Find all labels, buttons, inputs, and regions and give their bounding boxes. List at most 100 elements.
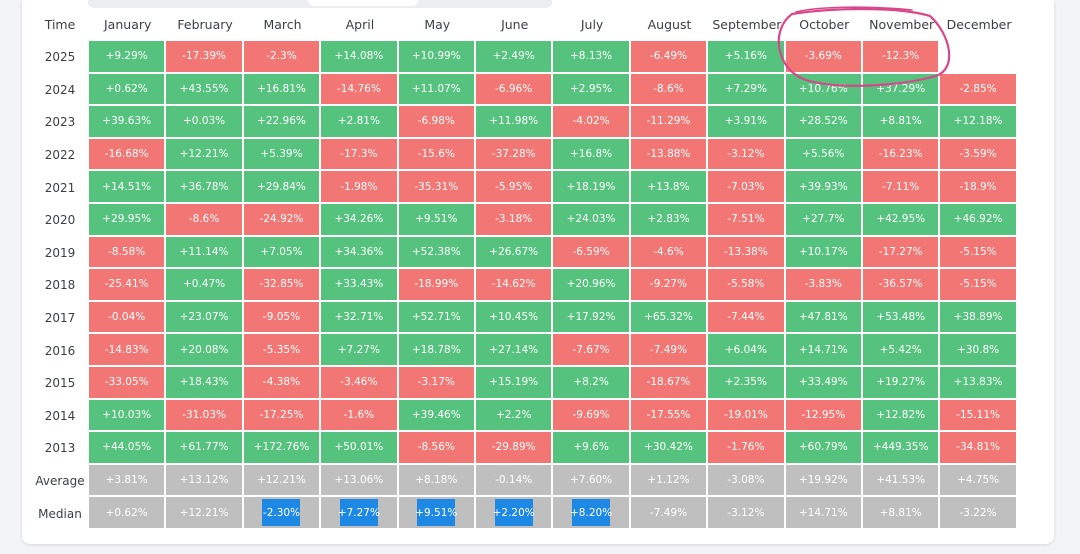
return-cell[interactable]: +5.56% <box>785 138 863 172</box>
summary-cell[interactable]: -3.12% <box>708 497 786 530</box>
month-header[interactable]: April <box>345 16 375 32</box>
return-cell[interactable]: -12.95% <box>785 399 863 433</box>
return-cell[interactable]: -3.18% <box>476 204 554 237</box>
return-cell[interactable]: -2.3% <box>243 41 322 74</box>
return-cell[interactable]: +65.32% <box>630 301 709 335</box>
return-cell[interactable]: +28.52% <box>785 106 863 139</box>
summary-cell[interactable]: +13.06% <box>321 464 399 498</box>
summary-cell[interactable]: -0.14% <box>476 464 554 498</box>
return-cell[interactable]: -4.6% <box>630 236 709 270</box>
return-cell[interactable]: +36.78% <box>166 171 244 204</box>
return-cell[interactable]: +50.01% <box>321 432 399 465</box>
return-cell[interactable]: -7.11% <box>863 171 941 204</box>
return-cell[interactable]: +2.83% <box>630 204 709 237</box>
return-cell[interactable]: -12.3% <box>863 41 941 74</box>
return-cell[interactable]: -3.59% <box>940 138 1018 172</box>
return-cell[interactable]: -3.17% <box>398 367 476 400</box>
summary-cell[interactable]: -3.08% <box>708 464 786 498</box>
return-cell[interactable]: -25.41% <box>89 269 167 302</box>
return-cell[interactable]: -34.81% <box>940 432 1018 465</box>
return-cell[interactable]: -8.56% <box>398 432 476 465</box>
summary-cell[interactable]: +0.62% <box>89 497 167 530</box>
return-cell[interactable]: -9.05% <box>243 301 322 335</box>
return-cell[interactable]: +34.36% <box>321 236 399 270</box>
return-cell[interactable]: -0.04% <box>89 301 167 335</box>
return-cell[interactable]: +61.77% <box>166 432 244 465</box>
return-cell[interactable]: -7.67% <box>553 334 631 367</box>
month-header[interactable]: February <box>177 16 233 32</box>
return-cell[interactable]: +7.29% <box>708 73 786 107</box>
month-header[interactable]: March <box>263 16 302 32</box>
return-cell[interactable]: +11.98% <box>476 106 554 139</box>
return-cell[interactable]: +30.42% <box>630 432 709 465</box>
highlighted-median-value[interactable]: +8.20% <box>570 499 612 526</box>
month-header[interactable]: September <box>712 16 782 32</box>
return-cell[interactable]: +14.08% <box>321 41 399 74</box>
return-cell[interactable]: -8.6% <box>166 204 244 237</box>
return-cell[interactable]: +3.91% <box>708 106 786 139</box>
return-cell[interactable]: +18.78% <box>398 334 476 367</box>
return-cell[interactable]: -18.67% <box>630 367 709 400</box>
summary-cell[interactable]: +14.71% <box>785 497 863 530</box>
return-cell[interactable]: +38.89% <box>940 301 1018 335</box>
month-header[interactable]: December <box>946 16 1012 32</box>
return-cell[interactable]: +5.16% <box>708 41 786 74</box>
return-cell[interactable]: -16.68% <box>89 138 167 172</box>
highlighted-median-value[interactable]: +7.27% <box>338 499 380 526</box>
return-cell[interactable]: -7.03% <box>708 171 786 204</box>
return-cell[interactable]: +52.38% <box>398 236 476 270</box>
return-cell[interactable]: +12.18% <box>940 106 1018 139</box>
return-cell[interactable]: -15.6% <box>398 138 476 172</box>
return-cell[interactable]: -6.49% <box>630 41 709 74</box>
return-cell[interactable]: +8.2% <box>553 367 631 400</box>
return-cell[interactable]: -18.99% <box>398 269 476 302</box>
return-cell[interactable]: +37.29% <box>863 73 941 107</box>
return-cell[interactable]: -13.38% <box>708 236 786 270</box>
return-cell[interactable]: -8.58% <box>89 236 167 270</box>
summary-cell[interactable]: +9.51% <box>398 497 476 530</box>
summary-cell[interactable]: +1.12% <box>630 464 709 498</box>
summary-cell[interactable]: +4.75% <box>940 464 1018 498</box>
return-cell[interactable]: +44.05% <box>89 432 167 465</box>
return-cell[interactable]: +33.49% <box>785 367 863 400</box>
return-cell[interactable]: -9.69% <box>553 399 631 433</box>
return-cell[interactable]: -14.76% <box>321 73 399 107</box>
summary-cell[interactable]: -2.30% <box>243 497 322 530</box>
return-cell[interactable]: +23.07% <box>166 301 244 335</box>
return-cell[interactable]: +12.82% <box>863 399 941 433</box>
return-cell[interactable]: +11.14% <box>166 236 244 270</box>
return-cell[interactable]: -15.11% <box>940 399 1018 433</box>
summary-cell[interactable]: +8.18% <box>398 464 476 498</box>
return-cell[interactable]: +46.92% <box>940 204 1018 237</box>
return-cell[interactable]: +26.67% <box>476 236 554 270</box>
return-cell[interactable]: +0.47% <box>166 269 244 302</box>
return-cell[interactable]: -5.95% <box>476 171 554 204</box>
return-cell[interactable]: -9.27% <box>630 269 709 302</box>
return-cell[interactable]: -35.31% <box>398 171 476 204</box>
return-cell[interactable]: -5.15% <box>940 269 1018 302</box>
return-cell[interactable]: -17.39% <box>166 41 244 74</box>
return-cell[interactable]: +22.96% <box>243 106 322 139</box>
return-cell[interactable]: +52.71% <box>398 301 476 335</box>
summary-cell[interactable]: +7.60% <box>553 464 631 498</box>
return-cell[interactable]: +18.43% <box>166 367 244 400</box>
return-cell[interactable]: -5.35% <box>243 334 322 367</box>
return-cell[interactable]: +10.76% <box>785 73 863 107</box>
return-cell[interactable]: +12.21% <box>166 138 244 172</box>
return-cell[interactable]: +8.13% <box>553 41 631 74</box>
return-cell[interactable]: +14.71% <box>785 334 863 367</box>
return-cell[interactable]: -4.38% <box>243 367 322 400</box>
return-cell[interactable]: +8.81% <box>863 106 941 139</box>
return-cell[interactable]: -7.49% <box>630 334 709 367</box>
return-cell[interactable]: -17.25% <box>243 399 322 433</box>
highlighted-median-value[interactable]: +9.51% <box>415 499 457 526</box>
active-tab[interactable] <box>308 0 418 6</box>
return-cell[interactable]: +27.14% <box>476 334 554 367</box>
return-cell[interactable]: -11.29% <box>630 106 709 139</box>
return-cell[interactable]: +172.76% <box>243 432 322 465</box>
return-cell[interactable]: +29.95% <box>89 204 167 237</box>
month-header[interactable]: January <box>104 16 152 32</box>
return-cell[interactable]: -24.92% <box>243 204 322 237</box>
return-cell[interactable]: -17.55% <box>630 399 709 433</box>
return-cell[interactable]: -6.96% <box>476 73 554 107</box>
